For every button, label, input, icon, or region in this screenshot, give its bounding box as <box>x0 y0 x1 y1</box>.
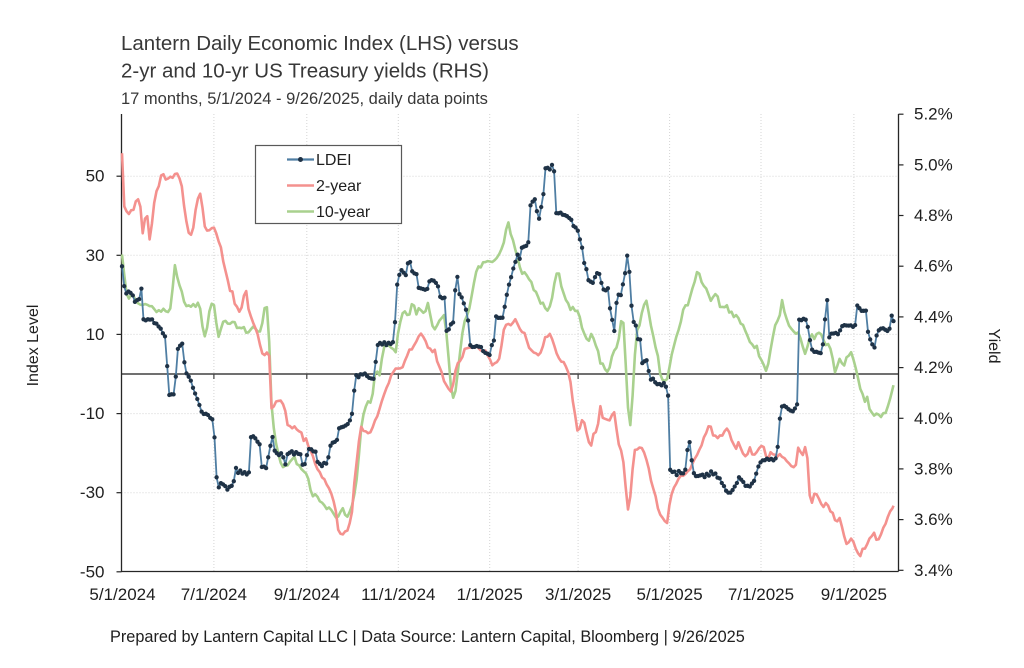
svg-text:5.0%: 5.0% <box>914 155 953 174</box>
svg-text:9/1/2024: 9/1/2024 <box>274 585 340 604</box>
svg-text:Index Level: Index Level <box>25 305 42 387</box>
svg-text:3.6%: 3.6% <box>914 510 953 529</box>
svg-text:4.8%: 4.8% <box>914 206 953 225</box>
svg-text:Yield: Yield <box>985 329 1002 364</box>
svg-text:2-yr and 10-yr US Treasury yie: 2-yr and 10-yr US Treasury yields (RHS) <box>121 60 489 83</box>
svg-text:3.4%: 3.4% <box>914 561 953 580</box>
svg-text:17 months, 5/1/2024 - 9/26/202: 17 months, 5/1/2024 - 9/26/2025, daily d… <box>121 90 488 108</box>
svg-text:9/1/2025: 9/1/2025 <box>821 585 887 604</box>
svg-text:4.6%: 4.6% <box>914 257 953 276</box>
svg-text:10: 10 <box>86 325 105 344</box>
svg-text:4.4%: 4.4% <box>914 307 953 326</box>
svg-text:11/1/2024: 11/1/2024 <box>361 585 435 604</box>
svg-text:7/1/2024: 7/1/2024 <box>181 585 247 604</box>
svg-text:1/1/2025: 1/1/2025 <box>457 585 523 604</box>
svg-text:5/1/2024: 5/1/2024 <box>89 585 155 604</box>
svg-text:4.0%: 4.0% <box>914 409 953 428</box>
svg-text:3/1/2025: 3/1/2025 <box>545 585 611 604</box>
svg-text:50: 50 <box>86 167 105 186</box>
svg-text:5.2%: 5.2% <box>914 105 953 124</box>
svg-text:Lantern Daily Economic Index (: Lantern Daily Economic Index (LHS) versu… <box>121 32 519 55</box>
svg-text:-50: -50 <box>80 562 105 581</box>
svg-text:2-year: 2-year <box>316 178 362 195</box>
svg-text:-30: -30 <box>80 483 105 502</box>
svg-text:5/1/2025: 5/1/2025 <box>637 585 703 604</box>
svg-text:3.8%: 3.8% <box>914 459 953 478</box>
svg-text:7/1/2025: 7/1/2025 <box>728 585 794 604</box>
svg-text:-10: -10 <box>80 404 105 423</box>
svg-text:30: 30 <box>86 246 105 265</box>
svg-text:4.2%: 4.2% <box>914 358 953 377</box>
svg-text:10-year: 10-year <box>316 204 371 221</box>
svg-text:Prepared by Lantern Capital LL: Prepared by Lantern Capital LLC | Data S… <box>110 628 745 646</box>
svg-text:LDEI: LDEI <box>316 152 352 169</box>
